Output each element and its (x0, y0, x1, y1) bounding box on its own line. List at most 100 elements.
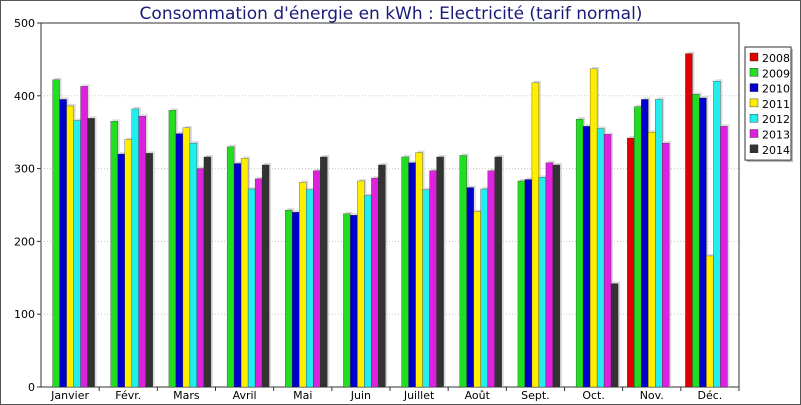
bar-2010 (117, 153, 125, 388)
bar-2014 (87, 118, 95, 388)
bar-2011 (124, 139, 132, 388)
bar-2010 (59, 99, 67, 388)
bar-2011 (706, 255, 714, 388)
legend-label: 2009 (762, 67, 790, 80)
bar-2012 (480, 188, 488, 388)
axes: 0 100 200 300 400 500 Janvier Févr. Mars Avril Mai… (14, 17, 740, 402)
x-tick-label: Juillet (403, 389, 435, 402)
bar-2009 (575, 118, 584, 388)
x-tick-label: Avril (233, 389, 257, 402)
y-tick-label: 200 (14, 235, 35, 248)
bar-2013 (603, 134, 612, 388)
bar-2011 (415, 152, 423, 388)
bar-2012 (538, 177, 547, 388)
bar-2010 (350, 215, 358, 388)
legend-swatch (749, 129, 759, 138)
chart-title: Consommation d'énergie en kWh : Electric… (139, 4, 643, 24)
legend-swatch (749, 98, 759, 108)
bar-2009 (459, 155, 467, 388)
bar-2011 (531, 82, 540, 388)
bar-2009 (401, 156, 409, 388)
bar-2008 (685, 53, 693, 388)
legend-label: 2011 (762, 98, 790, 111)
x-tick-label: Déc. (698, 389, 723, 402)
bar-2010 (466, 187, 474, 388)
x-tick-label: Mars (173, 389, 200, 402)
bar-2014 (610, 283, 619, 388)
bar-2012 (713, 81, 721, 388)
y-tick-label: 100 (14, 308, 35, 321)
bar-2012 (364, 195, 372, 388)
bar-2008 (627, 137, 635, 388)
bar-2010 (524, 179, 533, 388)
bar-2009 (692, 94, 700, 388)
bar-2014 (436, 156, 444, 388)
x-tick-label: Févr. (115, 389, 141, 402)
bar-2013 (196, 168, 205, 388)
bar-2010 (233, 163, 242, 388)
bar-2014 (494, 156, 502, 388)
x-tick-label: Nov. (640, 389, 664, 402)
bar-2010 (699, 97, 707, 388)
legend-label: 2013 (762, 129, 790, 142)
bar-2010 (292, 212, 300, 388)
x-tick-label: Oct. (582, 389, 605, 402)
plot-area (40, 22, 740, 388)
bar-2013 (662, 142, 670, 388)
bar-2013 (371, 177, 379, 388)
bar-2012 (306, 189, 314, 388)
legend-label: 2014 (762, 144, 790, 157)
bar-2012 (189, 142, 198, 388)
bar-2012 (422, 189, 430, 388)
bar-2013 (80, 86, 88, 388)
bar-2010 (408, 162, 416, 388)
x-tick-label: Août (465, 389, 491, 402)
bar-2014 (320, 156, 328, 388)
legend-swatch (749, 113, 759, 123)
x-tick-label: Janvier (50, 389, 89, 402)
bar-2013 (429, 170, 437, 388)
bar-2014 (145, 153, 153, 388)
bar-2013 (313, 170, 321, 388)
bar-2014 (203, 156, 212, 388)
y-tick-label: 300 (14, 163, 35, 176)
bar-2013 (545, 162, 554, 388)
x-tick-label: Sept. (521, 389, 550, 402)
bar-2010 (582, 126, 591, 388)
legend-label: 2010 (762, 83, 790, 96)
grid-lines (41, 95, 739, 315)
legend-label: 2008 (762, 52, 790, 65)
bar-2011 (66, 105, 74, 388)
legend-swatch (749, 52, 759, 62)
bar-2011 (299, 182, 307, 388)
bar-2011 (357, 180, 365, 388)
bar-2010 (641, 99, 649, 388)
bar-2014 (378, 164, 386, 388)
bar-2009 (168, 110, 177, 388)
legend: 2008 2009 2010 2011 2012 2013 2014 (744, 46, 793, 163)
bars (52, 51, 730, 388)
bar-2011 (473, 211, 481, 388)
x-tick-label: Juin (350, 389, 371, 402)
bar-2009 (634, 106, 642, 388)
bar-2014 (552, 164, 561, 388)
bar-2012 (596, 128, 605, 388)
bar-2009 (517, 180, 526, 388)
bar-2009 (52, 79, 60, 388)
bar-2013 (487, 170, 495, 388)
bar-2013 (720, 126, 728, 388)
bar-2011 (240, 158, 249, 388)
x-tick-label: Mai (293, 389, 312, 402)
legend-swatch (749, 68, 759, 77)
y-tick-label: 0 (28, 381, 35, 394)
bar-2012 (247, 188, 256, 388)
bar-2013 (254, 178, 263, 388)
bar-2012 (131, 108, 139, 388)
y-tick-label: 500 (14, 17, 35, 30)
bar-2009 (110, 121, 118, 388)
bar-2013 (138, 116, 146, 388)
bar-2010 (175, 133, 184, 388)
legend-label: 2012 (762, 113, 790, 126)
